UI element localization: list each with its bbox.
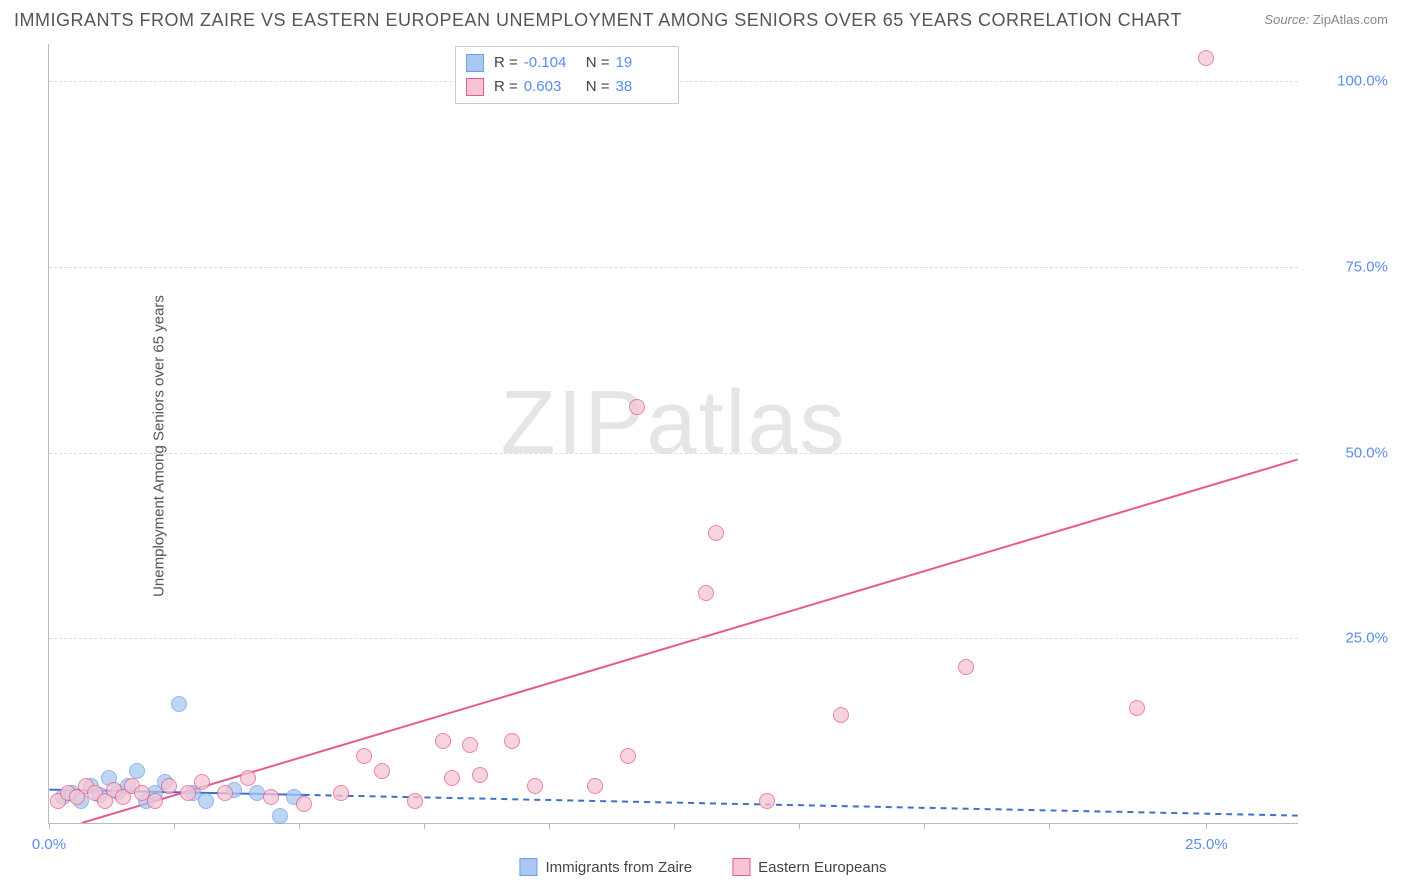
n-label: N = bbox=[586, 51, 610, 75]
data-point bbox=[263, 789, 279, 805]
r-value: 0.603 bbox=[524, 75, 576, 99]
watermark: ZIPatlas bbox=[500, 372, 846, 475]
y-tick-label: 50.0% bbox=[1345, 444, 1388, 461]
data-point bbox=[587, 778, 603, 794]
x-tick bbox=[549, 823, 550, 829]
gridline bbox=[49, 267, 1298, 268]
data-point bbox=[620, 748, 636, 764]
legend-swatch bbox=[466, 78, 484, 96]
x-tick bbox=[674, 823, 675, 829]
x-tick bbox=[1206, 823, 1207, 829]
data-point bbox=[333, 785, 349, 801]
legend-label: Eastern Europeans bbox=[758, 859, 886, 876]
data-point bbox=[435, 733, 451, 749]
y-tick-label: 100.0% bbox=[1337, 73, 1388, 90]
r-label: R = bbox=[494, 75, 518, 99]
data-point bbox=[708, 525, 724, 541]
r-value: -0.104 bbox=[524, 51, 576, 75]
data-point bbox=[444, 770, 460, 786]
x-tick bbox=[299, 823, 300, 829]
data-point bbox=[147, 793, 163, 809]
x-tick bbox=[174, 823, 175, 829]
x-tick bbox=[924, 823, 925, 829]
data-point bbox=[374, 763, 390, 779]
watermark-atlas: atlas bbox=[646, 373, 846, 473]
legend-item: Eastern Europeans bbox=[732, 858, 886, 876]
gridline bbox=[49, 453, 1298, 454]
data-point bbox=[272, 808, 288, 824]
stats-row: R =-0.104 N =19 bbox=[466, 51, 668, 75]
data-point bbox=[462, 737, 478, 753]
bottom-legend: Immigrants from Zaire Eastern Europeans bbox=[519, 858, 886, 876]
data-point bbox=[180, 785, 196, 801]
trend-line-dashed bbox=[304, 795, 1298, 816]
source-attribution: Source: ZipAtlas.com bbox=[1264, 12, 1388, 27]
x-tick bbox=[424, 823, 425, 829]
data-point bbox=[759, 793, 775, 809]
data-point bbox=[161, 778, 177, 794]
data-point bbox=[1129, 700, 1145, 716]
x-tick bbox=[1049, 823, 1050, 829]
legend-swatch bbox=[519, 858, 537, 876]
data-point bbox=[1198, 50, 1214, 66]
x-tick bbox=[49, 823, 50, 829]
data-point bbox=[504, 733, 520, 749]
data-point bbox=[198, 793, 214, 809]
data-point bbox=[171, 696, 187, 712]
watermark-zip: ZIP bbox=[500, 373, 646, 473]
legend-item: Immigrants from Zaire bbox=[519, 858, 692, 876]
data-point bbox=[356, 748, 372, 764]
data-point bbox=[129, 763, 145, 779]
trend-line bbox=[82, 459, 1298, 823]
source-value: ZipAtlas.com bbox=[1313, 12, 1388, 27]
stats-legend-box: R =-0.104 N =19 R =0.603 N =38 bbox=[455, 46, 679, 104]
plot-area: ZIPatlas 25.0%50.0%75.0%100.0%0.0%25.0% bbox=[48, 44, 1298, 824]
legend-swatch bbox=[732, 858, 750, 876]
data-point bbox=[472, 767, 488, 783]
n-label: N = bbox=[586, 75, 610, 99]
stats-row: R =0.603 N =38 bbox=[466, 75, 668, 99]
x-tick-label: 0.0% bbox=[32, 836, 66, 853]
y-tick-label: 75.0% bbox=[1345, 258, 1388, 275]
data-point bbox=[240, 770, 256, 786]
r-label: R = bbox=[494, 51, 518, 75]
y-tick-label: 25.0% bbox=[1345, 630, 1388, 647]
x-tick bbox=[799, 823, 800, 829]
data-point bbox=[407, 793, 423, 809]
data-point bbox=[698, 585, 714, 601]
legend-label: Immigrants from Zaire bbox=[545, 859, 692, 876]
data-point bbox=[527, 778, 543, 794]
legend-swatch bbox=[466, 54, 484, 72]
data-point bbox=[958, 659, 974, 675]
data-point bbox=[217, 785, 233, 801]
source-label: Source: bbox=[1264, 12, 1309, 27]
data-point bbox=[194, 774, 210, 790]
x-tick-label: 25.0% bbox=[1185, 836, 1228, 853]
data-point bbox=[833, 707, 849, 723]
data-point bbox=[296, 796, 312, 812]
gridline bbox=[49, 638, 1298, 639]
n-value: 38 bbox=[616, 75, 668, 99]
n-value: 19 bbox=[616, 51, 668, 75]
data-point bbox=[629, 399, 645, 415]
trend-lines bbox=[49, 44, 1298, 823]
chart-title: IMMIGRANTS FROM ZAIRE VS EASTERN EUROPEA… bbox=[14, 10, 1182, 31]
